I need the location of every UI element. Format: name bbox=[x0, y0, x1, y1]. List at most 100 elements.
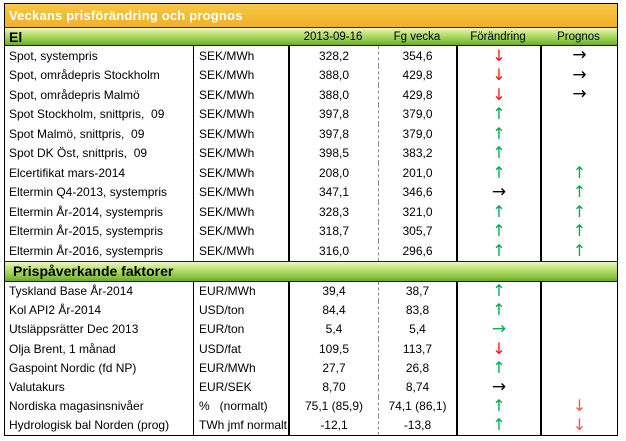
table-row: Spot, systempris SEK/MWh 328,2 354,6 ↓ → bbox=[5, 46, 617, 66]
arrow-cell: ↑ bbox=[456, 300, 540, 320]
row-value-current: 8,70 bbox=[288, 377, 378, 397]
row-unit: USD/ton bbox=[193, 300, 288, 320]
table-row: Eltermin År-2016, systempris SEK/MWh 316,0… bbox=[5, 241, 617, 261]
row-value-previous: 201,0 bbox=[378, 163, 456, 183]
row-label: Eltermin År-2014, systempris bbox=[9, 204, 164, 219]
arrow-cell bbox=[540, 124, 617, 144]
arrow-cell: ↑ bbox=[540, 202, 617, 222]
arrow-cell: ↓ bbox=[540, 396, 617, 416]
row-value-current: 397,8 bbox=[288, 124, 378, 144]
up-arrow-icon: ↑ bbox=[572, 221, 587, 241]
row-label: Gaspoint Nordic (fd NP) bbox=[9, 360, 137, 375]
arrow-cell: → bbox=[456, 182, 540, 202]
section-header-el: El 2013-09-16 Fg vecka Förändring Progno… bbox=[5, 28, 617, 46]
arrow-cell: ↑ bbox=[456, 415, 540, 435]
up-arrow-icon: ↑ bbox=[492, 241, 506, 260]
arrow-cell: ↓ bbox=[456, 85, 540, 105]
down-arrow-icon: ↓ bbox=[572, 396, 587, 416]
row-unit: SEK/MWh bbox=[193, 124, 288, 144]
down-arrow-icon: ↓ bbox=[492, 65, 506, 85]
arrow-cell bbox=[540, 319, 617, 340]
table-row: Utsläppsrätter Dec 2013 EUR/ton 5,4 5,4 → bbox=[5, 319, 617, 340]
right-arrow-icon: → bbox=[572, 65, 587, 85]
row-label: Spot, systempris bbox=[9, 48, 98, 63]
section-title-el: El bbox=[9, 28, 23, 45]
up-arrow-icon: ↑ bbox=[492, 281, 506, 301]
row-value-current: 318,7 bbox=[288, 221, 378, 241]
column-header-forandring: Förändring bbox=[470, 30, 526, 43]
row-value-current: 208,0 bbox=[288, 163, 378, 183]
table-row: Gaspoint Nordic (fd NP) EUR/MWh 27,7 26,8 ↑ bbox=[5, 358, 617, 378]
arrow-cell: ↓ bbox=[540, 415, 617, 435]
row-unit: SEK/MWh bbox=[193, 65, 288, 85]
section-header-pf: Prispåverkande faktorer bbox=[5, 260, 617, 282]
row-value-current: 388,0 bbox=[288, 65, 378, 85]
row-unit: EUR/MWh bbox=[193, 358, 288, 378]
arrow-cell: ↑ bbox=[456, 396, 540, 416]
row-label: Eltermin År-2016, systempris bbox=[9, 243, 164, 258]
row-unit: EUR/MWh bbox=[193, 281, 288, 301]
row-value-current: 109,5 bbox=[288, 339, 378, 359]
row-value-current: 328,2 bbox=[288, 46, 378, 66]
row-label: Tyskland Base År-2014 bbox=[9, 284, 134, 299]
up-arrow-icon: ↑ bbox=[572, 202, 587, 221]
row-unit: SEK/MWh bbox=[193, 182, 288, 202]
row-value-previous: 354,6 bbox=[378, 46, 456, 66]
row-label: Eltermin Q4-2013, systempris bbox=[9, 185, 168, 200]
arrow-cell: ↑ bbox=[540, 182, 617, 202]
arrow-cell: → bbox=[540, 65, 617, 85]
up-arrow-icon: ↑ bbox=[492, 163, 506, 182]
row-value-previous: 383,2 bbox=[378, 143, 456, 163]
row-value-current: 316,0 bbox=[288, 241, 378, 261]
row-value-previous: 379,0 bbox=[378, 104, 456, 124]
table-row: Spot DK Öst, snittpris, 09 SEK/MWh 398,5 38… bbox=[5, 143, 617, 163]
arrow-cell: ↑ bbox=[456, 124, 540, 144]
column-header-fg-vecka: Fg vecka bbox=[393, 30, 441, 43]
row-label: Spot, områdepris Stockholm bbox=[9, 68, 160, 83]
table-row: Eltermin Q4-2013, systempris SEK/MWh 347,1… bbox=[5, 182, 617, 202]
row-value-current: 39,4 bbox=[288, 281, 378, 301]
down-arrow-icon: ↓ bbox=[492, 85, 506, 104]
row-value-previous: 346,6 bbox=[378, 182, 456, 202]
arrow-cell bbox=[540, 281, 617, 301]
row-label: Valutakurs bbox=[9, 380, 65, 395]
row-value-current: 347,1 bbox=[288, 182, 378, 202]
row-label: Utsläppsrätter Dec 2013 bbox=[9, 322, 139, 337]
row-label: Eltermin År-2015, systempris bbox=[9, 224, 164, 239]
row-label: Hydrologisk bal Norden (prog) bbox=[9, 418, 170, 433]
up-arrow-icon: ↑ bbox=[492, 221, 506, 241]
up-arrow-icon: ↑ bbox=[492, 300, 506, 320]
row-unit: % (normalt) bbox=[193, 396, 288, 416]
right-arrow-icon: → bbox=[491, 182, 507, 202]
pf-rows: Tyskland Base År-2014 EUR/MWh 39,4 38,7 ↑ Kol… bbox=[5, 281, 617, 435]
row-value-current: 397,8 bbox=[288, 104, 378, 124]
el-rows: Spot, systempris SEK/MWh 328,2 354,6 ↓ → Spot,… bbox=[5, 46, 617, 261]
down-arrow-icon: ↓ bbox=[492, 46, 506, 65]
row-unit: SEK/MWh bbox=[193, 143, 288, 163]
table-row: Hydrologisk bal Norden (prog) TWh jmf nor… bbox=[5, 415, 617, 435]
row-value-current: 27,7 bbox=[288, 358, 378, 378]
row-unit: SEK/MWh bbox=[193, 85, 288, 105]
up-arrow-icon: ↑ bbox=[492, 415, 506, 435]
arrow-cell bbox=[540, 358, 617, 378]
report-title-bar: Veckans prisförändring och prognos bbox=[5, 4, 617, 28]
up-arrow-icon: ↑ bbox=[572, 241, 587, 260]
column-header-date: 2013-09-16 bbox=[303, 30, 363, 43]
row-label: Kol API2 År-2014 bbox=[9, 303, 102, 318]
up-arrow-icon: ↑ bbox=[572, 182, 587, 202]
up-arrow-icon: ↑ bbox=[492, 202, 506, 221]
arrow-cell: → bbox=[456, 319, 540, 340]
row-value-previous: 26,8 bbox=[378, 358, 456, 378]
table-row: Tyskland Base År-2014 EUR/MWh 39,4 38,7 ↑ bbox=[5, 281, 617, 301]
row-value-previous: 379,0 bbox=[378, 124, 456, 144]
up-arrow-icon: ↑ bbox=[492, 358, 506, 377]
row-unit: TWh jmf normalt bbox=[193, 415, 288, 435]
row-value-previous: 83,8 bbox=[378, 300, 456, 320]
column-header-prognos: Prognos bbox=[557, 30, 600, 43]
row-value-previous: 296,6 bbox=[378, 241, 456, 261]
arrow-cell bbox=[540, 300, 617, 320]
table-row: Kol API2 År-2014 USD/ton 84,4 83,8 ↑ bbox=[5, 300, 617, 320]
row-value-previous: 113,7 bbox=[378, 339, 456, 359]
row-label: Elcertifikat mars-2014 bbox=[9, 165, 126, 180]
arrow-cell: ↑ bbox=[540, 221, 617, 241]
